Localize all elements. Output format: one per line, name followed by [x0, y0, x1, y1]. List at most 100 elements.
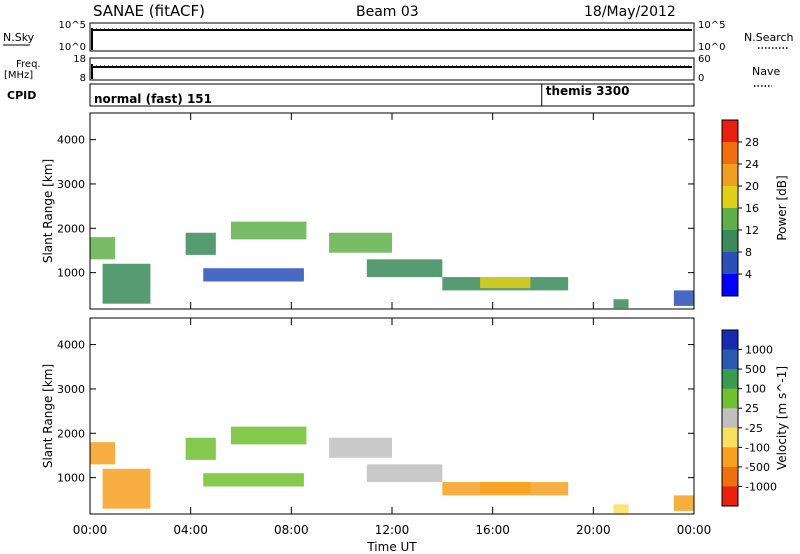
time-tick-label: 08:00: [274, 523, 309, 537]
nave-label: Nave: [752, 65, 780, 78]
velocity-colorbar-tick-label: -500: [745, 461, 770, 474]
power-colorbar-segment: [722, 252, 738, 275]
velocity-band: [366, 464, 443, 483]
power-colorbar-tick-label: 12: [745, 224, 759, 237]
power-ytick-label: 4000: [57, 134, 85, 147]
velocity-band: [673, 495, 694, 511]
power-ylabel: Slant Range [km]: [41, 159, 55, 263]
freq-tick-bottom: 8: [80, 73, 86, 84]
power-colorbar-tick-label: 20: [745, 180, 759, 193]
power-panel-frame: [89, 112, 695, 310]
power-ytick-label: 1000: [57, 267, 85, 280]
velocity-band: [613, 504, 629, 514]
velocity-x-axis: 00:00 04:00 08:00 12:00 16:00 20:00 00:00: [73, 318, 712, 537]
power-band: [185, 232, 216, 255]
station-title: SANAE (fitACF): [93, 2, 205, 20]
power-band: [329, 232, 392, 253]
velocity-band: [329, 437, 392, 458]
nsearch-tick-top: 10^5: [698, 20, 725, 31]
power-band: [366, 259, 443, 278]
velocity-colorbar-tick-label: -100: [745, 441, 770, 454]
velocity-heatmap-marks: [90, 426, 694, 514]
power-band: [90, 237, 116, 260]
time-tick-label: 00:00: [677, 523, 712, 537]
power-colorbar-segment: [722, 208, 738, 231]
velocity-colorbar-tick-label: -1000: [745, 480, 777, 493]
velocity-colorbar-tick-label: 1000: [745, 344, 773, 357]
velocity-colorbar-ticks: 1000 500 100 25 -25 -100 -500 -1000: [738, 344, 777, 493]
velocity-ytick-label: 4000: [57, 339, 85, 352]
date-label: 18/May/2012: [584, 4, 676, 20]
velocity-band: [102, 468, 151, 509]
power-colorbar-segment: [722, 142, 738, 165]
velocity-ytick-label: 3000: [57, 383, 85, 396]
power-band: [230, 221, 307, 240]
power-colorbar-segment: [722, 230, 738, 253]
velocity-colorbar-segment: [722, 369, 738, 389]
nsearch-tick-bottom: 10^0: [698, 42, 725, 53]
velocity-colorbar-tick-label: -25: [745, 422, 763, 435]
power-colorbar-label: Power [dB]: [775, 175, 789, 240]
power-colorbar-tick-label: 4: [745, 268, 752, 281]
nsky-label: N.Sky: [3, 31, 35, 44]
cpid-strip-frame: [89, 83, 695, 107]
velocity-colorbar-segment: [722, 388, 738, 409]
freq-label: Freq.: [16, 59, 41, 70]
power-colorbar-tick-label: 8: [745, 246, 752, 259]
velocity-y-axis: 1000 2000 3000 4000: [57, 339, 694, 485]
power-colorbar-segment: [722, 164, 738, 187]
power-band: [480, 277, 531, 289]
power-heatmap-marks: [90, 221, 694, 309]
freq-tick-top: 18: [73, 54, 86, 65]
velocity-colorbar-tick-label: 100: [745, 383, 766, 396]
velocity-colorbar-segment: [722, 427, 738, 448]
nave-tick-top: 60: [698, 54, 711, 65]
power-colorbar-segment: [722, 274, 738, 297]
velocity-band: [185, 437, 216, 460]
power-colorbar-ticks: 28 24 20 16 12 8 4: [738, 136, 759, 281]
velocity-band: [203, 473, 304, 487]
power-band: [102, 263, 151, 304]
power-colorbar-tick-label: 24: [745, 158, 759, 171]
nsky-tick-bottom: 10^0: [59, 42, 86, 53]
nsky-tick-top: 10^5: [59, 20, 86, 31]
cpid-mode-normal: normal (fast) 151: [94, 92, 212, 106]
velocity-colorbar-segment: [722, 466, 738, 487]
velocity-colorbar-tick-label: 25: [745, 402, 759, 415]
power-band: [613, 299, 629, 309]
power-colorbar-segment: [722, 186, 738, 209]
velocity-colorbar-label: Velocity [m s^-1]: [775, 366, 789, 470]
power-x-ticks: [89, 113, 695, 309]
velocity-colorbar-tick-label: 500: [745, 363, 766, 376]
freq-strip-frame: [89, 57, 695, 81]
time-axis-label: Time UT: [366, 540, 417, 554]
power-ytick-label: 3000: [57, 178, 85, 191]
time-tick-label: 16:00: [475, 523, 510, 537]
velocity-panel-frame: [89, 317, 695, 515]
power-ytick-label: 2000: [57, 222, 85, 235]
velocity-colorbar-segment: [722, 486, 738, 507]
cpid-label: CPID: [7, 89, 36, 102]
power-y-axis: 1000 2000 3000 4000: [57, 134, 694, 280]
time-tick-label: 04:00: [173, 523, 208, 537]
velocity-ytick-label: 1000: [57, 472, 85, 485]
power-colorbar-tick-label: 28: [745, 136, 759, 149]
beam-label: Beam 03: [356, 4, 419, 20]
power-colorbar: [722, 120, 738, 297]
power-band: [673, 290, 694, 306]
cpid-mode-themis: themis 3300: [546, 84, 630, 98]
velocity-colorbar-frame: [721, 329, 739, 507]
velocity-band: [480, 482, 531, 494]
velocity-colorbar-segment: [722, 349, 738, 370]
freq-unit: [MHz]: [4, 70, 33, 81]
velocity-ytick-label: 2000: [57, 427, 85, 440]
velocity-band: [90, 442, 116, 465]
power-colorbar-segment: [722, 120, 738, 143]
velocity-ylabel: Slant Range [km]: [41, 364, 55, 468]
nsky-strip-frame: [89, 22, 695, 52]
nsearch-label: N.Search: [744, 31, 794, 44]
velocity-colorbar: [722, 330, 738, 507]
velocity-colorbar-segment: [722, 408, 738, 429]
power-band: [203, 268, 304, 282]
